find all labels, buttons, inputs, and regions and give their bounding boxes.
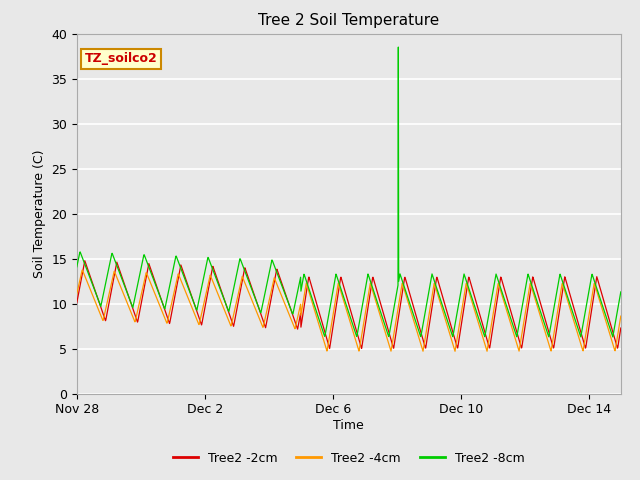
Text: TZ_soilco2: TZ_soilco2	[85, 52, 157, 65]
Legend: Tree2 -2cm, Tree2 -4cm, Tree2 -8cm: Tree2 -2cm, Tree2 -4cm, Tree2 -8cm	[168, 447, 529, 469]
Title: Tree 2 Soil Temperature: Tree 2 Soil Temperature	[258, 13, 440, 28]
X-axis label: Time: Time	[333, 419, 364, 432]
Y-axis label: Soil Temperature (C): Soil Temperature (C)	[33, 149, 45, 278]
